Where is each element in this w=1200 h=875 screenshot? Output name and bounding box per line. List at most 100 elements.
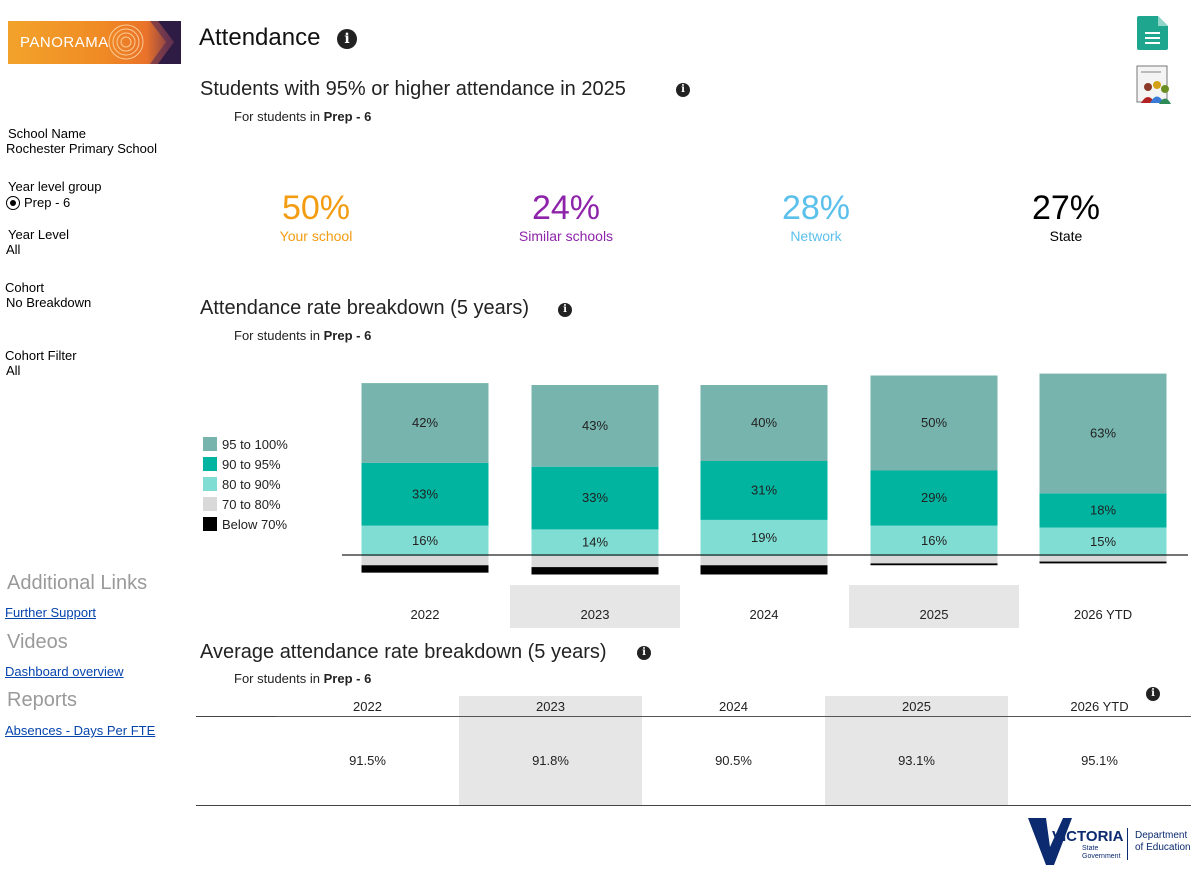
cohort-label: Cohort — [5, 280, 45, 295]
average-table-divider — [196, 716, 276, 717]
bar-segment — [361, 565, 489, 573]
legend-swatch — [203, 437, 217, 451]
kpi-similar-schools: 24% Similar schools — [466, 188, 666, 244]
page-title: Attendance — [199, 24, 321, 51]
kpi-state: 27% State — [966, 188, 1166, 244]
bar-data-label: 33% — [412, 486, 438, 501]
breakdown-subtitle: For students in Prep - 6 — [234, 328, 372, 343]
kpi-network-value: 28% — [781, 189, 851, 227]
legend-swatch — [203, 477, 217, 491]
average-header: 2026 YTD — [1070, 699, 1129, 714]
document-icon[interactable] — [1137, 16, 1168, 50]
average-info-icon[interactable]: i — [637, 646, 651, 660]
average-subtitle: For students in Prep - 6 — [234, 671, 372, 686]
bar-data-label: 16% — [921, 533, 947, 548]
legend-swatch — [203, 497, 217, 511]
kpi-similar-schools-value: 24% — [531, 189, 601, 227]
school-name-label: School Name — [8, 126, 87, 141]
people-report-icon[interactable] — [1135, 65, 1173, 105]
legend-item: 70 to 80% — [203, 494, 288, 514]
bar-data-label: 43% — [582, 418, 608, 433]
bar-segment — [870, 556, 998, 564]
breakdown-info-icon[interactable]: i — [558, 303, 572, 317]
absences-link[interactable]: Absences - Days Per FTE — [5, 723, 156, 738]
kpi-network: 28% Network — [716, 188, 916, 244]
bar-segment — [1039, 561, 1167, 564]
average-table-header-line — [276, 716, 1191, 717]
legend-label: 90 to 95% — [222, 456, 281, 472]
category-label: 2024 — [750, 607, 779, 622]
kpi-your-school-label: Your school — [279, 228, 353, 244]
bar-data-label: 16% — [412, 533, 438, 548]
bar-segment — [1039, 556, 1167, 562]
year-level-value[interactable]: All — [6, 242, 21, 257]
breakdown-section-title: Attendance rate breakdown (5 years) — [200, 297, 530, 319]
victoria-government-logo: VICTORIA State Government Department of … — [1028, 818, 1191, 865]
school-name-value: Rochester Primary School — [6, 141, 157, 156]
year-level-group-label: Year level group — [8, 179, 102, 194]
chart-legend: 95 to 100% 90 to 95% 80 to 90% 70 to 80%… — [203, 434, 288, 534]
average-column-band — [459, 696, 642, 805]
legend-item: 90 to 95% — [203, 454, 288, 474]
bar-data-label: 33% — [582, 490, 608, 505]
cohort-filter-label: Cohort Filter — [5, 348, 77, 363]
average-value: 93.1% — [898, 753, 935, 768]
dashboard-overview-link[interactable]: Dashboard overview — [5, 664, 124, 679]
bar-segment — [700, 565, 828, 575]
bar-segment — [531, 466, 659, 530]
year-level-label: Year Level — [8, 227, 69, 242]
average-value: 91.5% — [349, 753, 386, 768]
bar-data-label: 42% — [412, 415, 438, 430]
legend-label: 70 to 80% — [222, 496, 281, 512]
category-label: 2026 YTD — [1074, 607, 1132, 622]
cohort-value[interactable]: No Breakdown — [6, 295, 92, 310]
bar-segment — [1039, 373, 1167, 494]
panorama-logo-graphic — [108, 21, 181, 64]
average-column-band — [825, 696, 1008, 805]
bar-segment — [531, 385, 659, 467]
page-info-icon[interactable]: i — [337, 29, 357, 49]
department-text-2: of Education — [1135, 842, 1191, 853]
legend-item: 80 to 90% — [203, 474, 288, 494]
bar-segment — [531, 567, 659, 575]
bar-data-label: 40% — [751, 415, 777, 430]
category-label: 2022 — [411, 607, 440, 622]
bar-segment — [1039, 493, 1167, 528]
department-text: Department — [1135, 830, 1187, 841]
cohort-filter-value[interactable]: All — [6, 363, 21, 378]
average-header: 2024 — [719, 699, 748, 714]
bar-data-label: 29% — [921, 490, 947, 505]
kpi-network-label: Network — [790, 228, 842, 244]
legend-swatch — [203, 517, 217, 531]
legend-label: Below 70% — [222, 516, 288, 532]
legend-label: 95 to 100% — [222, 436, 288, 452]
average-header: 2025 — [902, 699, 931, 714]
videos-heading: Videos — [7, 631, 68, 653]
reports-heading: Reports — [7, 689, 78, 711]
bar-segment — [870, 563, 998, 566]
legend-swatch — [203, 457, 217, 471]
bar-segment — [361, 556, 489, 566]
bar-segment — [1039, 527, 1167, 556]
category-label: 2025 — [920, 607, 949, 622]
year-level-group-value[interactable]: Prep - 6 — [24, 195, 71, 210]
kpi-section-title: Students with 95% or higher attendance i… — [200, 78, 626, 100]
bar-segment — [870, 375, 998, 471]
average-value: 91.8% — [532, 753, 569, 768]
average-table-info-icon[interactable]: i — [1146, 687, 1160, 701]
bar-data-label: 18% — [1090, 502, 1116, 517]
victoria-logo-text: VICTORIA — [1052, 828, 1124, 845]
further-support-link[interactable]: Further Support — [5, 605, 97, 620]
average-section-title: Average attendance rate breakdown (5 yea… — [200, 641, 607, 663]
bar-data-label: 50% — [921, 415, 947, 430]
average-value: 90.5% — [715, 753, 752, 768]
kpi-info-icon[interactable]: i — [676, 83, 690, 97]
panorama-logo: PANORAMA — [8, 21, 181, 64]
category-band — [510, 585, 680, 628]
bar-segment — [361, 525, 489, 556]
average-header: 2022 — [353, 699, 382, 714]
year-level-group-radio[interactable] — [6, 196, 20, 210]
average-value: 95.1% — [1081, 753, 1118, 768]
bar-segment — [700, 461, 828, 520]
kpi-your-school: 50% Your school — [216, 188, 416, 244]
